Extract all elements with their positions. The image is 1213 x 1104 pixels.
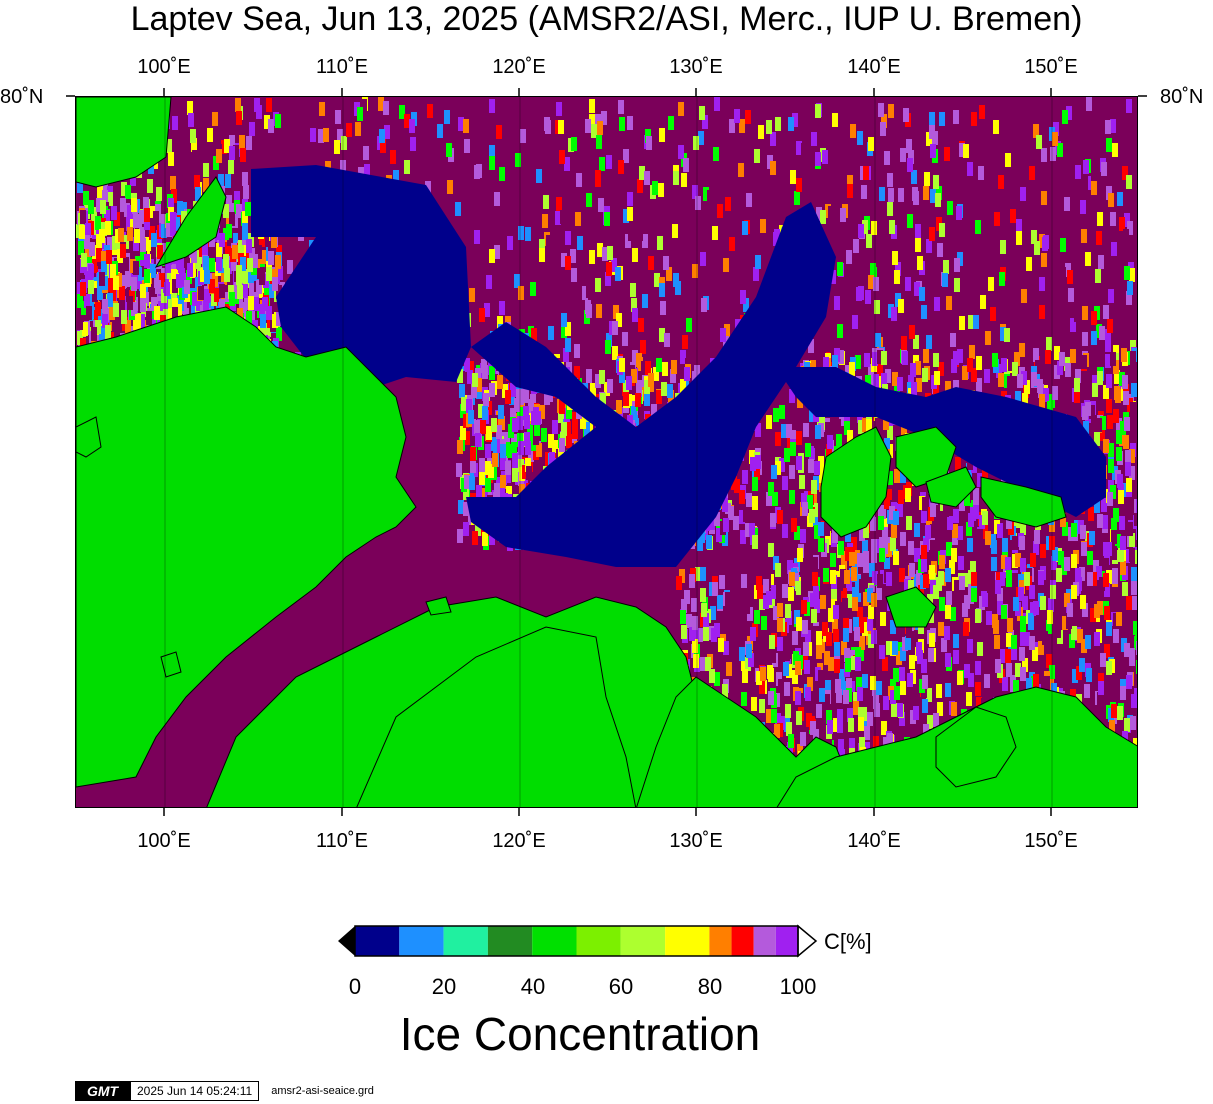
colorbar-cell xyxy=(620,926,666,956)
colorbar-tick-100: 100 xyxy=(779,974,817,999)
bottom-lon-label-120: 120˚E xyxy=(492,830,546,852)
top-lon-label-120: 120˚E xyxy=(492,56,546,78)
bottom-lon-label-140: 140˚E xyxy=(847,830,901,852)
gmt-timestamp: GMT 2025 Jun 14 05:24:11 amsr2-asi-seaic… xyxy=(75,1081,374,1101)
top-lon-label-130: 130˚E xyxy=(669,56,723,78)
colorbar-cell xyxy=(665,926,710,956)
top-lon-label-140: 140˚E xyxy=(847,56,901,78)
top-lon-label-110: 110˚E xyxy=(316,56,368,78)
colorbar-tick-80: 80 xyxy=(697,974,723,999)
right-lat-label: 80˚N xyxy=(1160,86,1204,108)
bottom-lon-label-150: 150˚E xyxy=(1024,830,1078,852)
colorbar-cell xyxy=(532,926,577,956)
colorbar-tick-60: 60 xyxy=(608,974,634,999)
top-lon-label-100: 100˚E xyxy=(137,56,191,78)
colorbar-cell xyxy=(487,926,533,956)
grid-file-name: amsr2-asi-seaice.grd xyxy=(271,1085,374,1097)
colorbar-under-triangle xyxy=(338,926,355,956)
colorbar-cell xyxy=(443,926,488,956)
colorbar-cell xyxy=(775,926,798,956)
colorbar-cell xyxy=(355,926,400,956)
gmt-logo: GMT xyxy=(75,1081,130,1101)
bottom-lon-label-100: 100˚E xyxy=(137,830,191,852)
meridian-grid xyxy=(164,97,1053,807)
colorbar xyxy=(338,924,818,958)
colorbar-cell xyxy=(731,926,754,956)
left-lat-label: 80˚N xyxy=(0,86,44,108)
colorbar-title: Ice Concentration xyxy=(399,1008,761,1060)
top-lon-label-150: 150˚E xyxy=(1024,56,1078,78)
map-canvas xyxy=(76,97,1137,807)
colorbar-tick-40: 40 xyxy=(520,974,546,999)
colorbar-cell xyxy=(753,926,776,956)
colorbar-over-triangle xyxy=(797,924,818,958)
bottom-lon-label-130: 130˚E xyxy=(669,830,723,852)
colorbar-cell xyxy=(709,926,732,956)
colorbar-cell xyxy=(576,926,621,956)
land xyxy=(76,97,1137,807)
colorbar-tick-20: 20 xyxy=(431,974,457,999)
bottom-lon-label-110: 110˚E xyxy=(316,830,368,852)
colorbar-unit: C[%] xyxy=(824,929,872,954)
colorbar-tick-0: 0 xyxy=(348,974,362,999)
ice-concentration-map xyxy=(75,96,1138,808)
colorbar-cell xyxy=(399,926,444,956)
timestamp-text: 2025 Jun 14 05:24:11 xyxy=(130,1081,260,1101)
colorbar-cells xyxy=(355,926,798,956)
frame-ticks xyxy=(66,88,1147,816)
map-title: Laptev Sea, Jun 13, 2025 (AMSR2/ASI, Mer… xyxy=(130,0,1083,38)
